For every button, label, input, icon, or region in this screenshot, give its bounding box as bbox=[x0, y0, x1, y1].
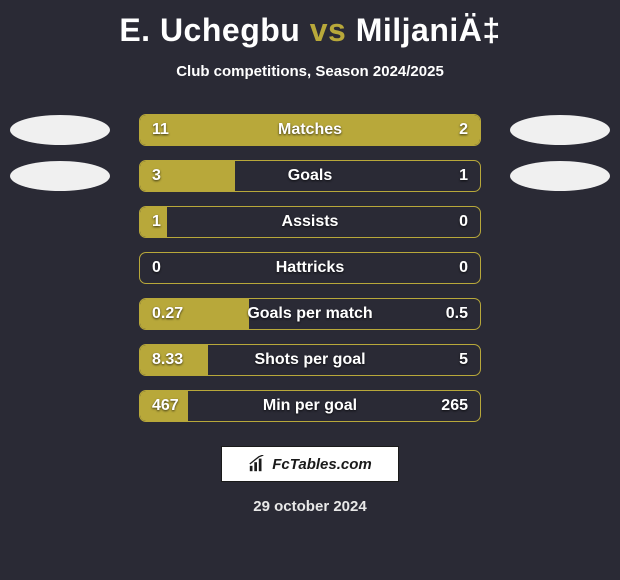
chart-icon bbox=[248, 455, 266, 473]
stat-label: Matches bbox=[140, 121, 480, 139]
stat-bar: 8.335Shots per goal bbox=[139, 344, 481, 376]
player1-badge-placeholder bbox=[10, 161, 110, 191]
stat-row: 00Hattricks bbox=[0, 252, 620, 284]
stat-bar: 00Hattricks bbox=[139, 252, 481, 284]
stat-bar: 467265Min per goal bbox=[139, 390, 481, 422]
stat-label: Goals per match bbox=[140, 305, 480, 323]
comparison-title: E. Uchegbu vs MiljaniÄ‡ bbox=[0, 0, 620, 49]
stat-bar: 31Goals bbox=[139, 160, 481, 192]
stat-row: 467265Min per goal bbox=[0, 390, 620, 422]
footer-text: FcTables.com bbox=[272, 456, 371, 473]
footer-attribution[interactable]: FcTables.com bbox=[221, 446, 399, 482]
stat-row: 31Goals bbox=[0, 160, 620, 192]
date-text: 29 october 2024 bbox=[0, 498, 620, 515]
vs-text: vs bbox=[310, 12, 347, 48]
player2-badge-placeholder bbox=[510, 115, 610, 145]
stat-row: 112Matches bbox=[0, 114, 620, 146]
subtitle: Club competitions, Season 2024/2025 bbox=[0, 63, 620, 80]
stat-bar: 10Assists bbox=[139, 206, 481, 238]
stat-row: 10Assists bbox=[0, 206, 620, 238]
stat-row: 8.335Shots per goal bbox=[0, 344, 620, 376]
stat-label: Min per goal bbox=[140, 397, 480, 415]
stat-label: Hattricks bbox=[140, 259, 480, 277]
stat-label: Goals bbox=[140, 167, 480, 185]
stat-label: Shots per goal bbox=[140, 351, 480, 369]
player2-name: MiljaniÄ‡ bbox=[356, 12, 501, 48]
stat-bar: 112Matches bbox=[139, 114, 481, 146]
player1-badge-placeholder bbox=[10, 115, 110, 145]
stat-bar: 0.270.5Goals per match bbox=[139, 298, 481, 330]
stat-rows: 112Matches 31Goals 10Assists 00Hattricks 0.2… bbox=[0, 114, 620, 422]
player2-badge-placeholder bbox=[510, 161, 610, 191]
stat-label: Assists bbox=[140, 213, 480, 231]
player1-name: E. Uchegbu bbox=[119, 12, 300, 48]
stat-row: 0.270.5Goals per match bbox=[0, 298, 620, 330]
